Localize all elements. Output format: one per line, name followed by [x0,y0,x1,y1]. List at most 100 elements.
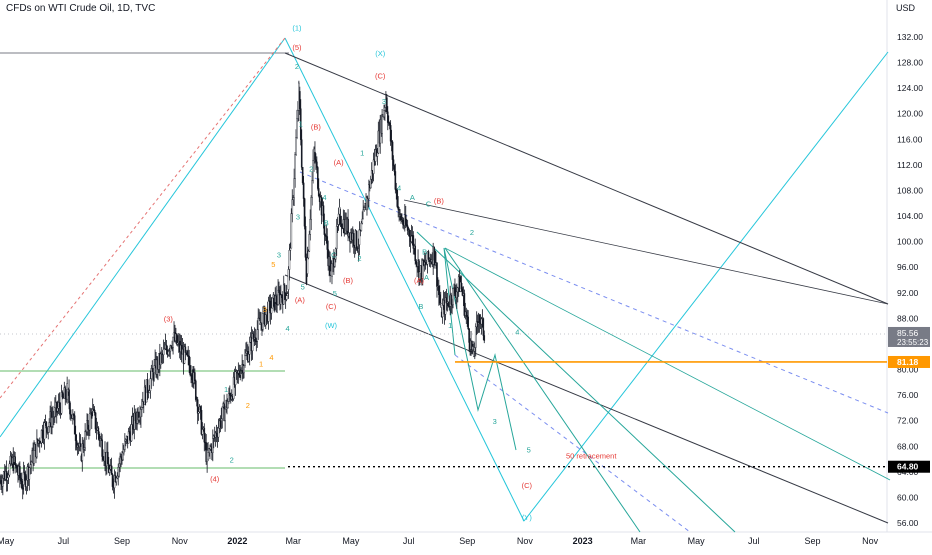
candle-body [361,218,364,224]
candle-body [116,475,119,479]
candle-body [290,213,293,249]
candle-body [460,282,463,290]
candle-body [7,474,10,478]
y-tick-label: 76.00 [897,390,919,400]
candle-body [201,429,204,435]
candle-body [270,307,273,314]
symbol-title: CFDs on WTI Crude Oil, 1D, TVC [6,3,156,14]
candle-body [291,199,294,214]
candle-body [410,236,413,242]
candle-body [386,97,388,113]
candle-body [93,409,96,413]
candle-body [58,402,61,408]
candle-body [102,456,104,460]
wave-label: 4 [322,193,326,202]
wave-label: 5 [271,260,275,269]
candle-body [238,370,241,376]
candle-body [299,91,301,109]
candle-body [302,182,305,199]
candle-body [267,300,270,322]
candle-body [245,352,247,356]
candle-body [73,415,76,435]
candle-body [299,108,302,140]
candle-body [254,337,257,342]
candle-body [251,333,254,352]
candle-body [408,230,411,237]
candle-body [196,399,199,414]
candle-body [473,347,476,352]
candle-body [414,245,417,261]
y-tick-label: 60.00 [897,492,919,502]
candle-body [337,213,340,225]
green-channel-lower [444,247,641,533]
wave-label: 1 [259,359,263,368]
candle-body [45,421,48,429]
x-tick-label: 2022 [227,536,247,546]
candle-body [215,432,218,437]
last-price-value: 85.56 [897,328,919,338]
wave-label: (A) [334,158,345,167]
candle-body [310,197,312,220]
candle-body [186,351,189,356]
candle-body [450,294,452,305]
wave-label: A [424,273,429,282]
candle-body [69,402,71,415]
wave-label: C [426,199,432,208]
candle-body [438,286,440,295]
candle-body [150,368,153,379]
candle-body [130,424,133,442]
x-tick-label: Mar [285,536,301,546]
wave-label: C [331,251,337,260]
candle-body [141,407,143,410]
x-tick-label: May [342,536,360,546]
black-mid-line [403,199,889,305]
candle-body [281,294,283,299]
candle-body [275,295,277,304]
candle-body [30,461,33,466]
candle-body [23,472,26,475]
candle-body [400,214,402,221]
candle-body [271,297,274,309]
candle-body [110,465,113,475]
candle-body [288,250,291,270]
candle-body [172,337,174,348]
price-axis: 56.0060.0064.0068.0072.0076.0080.0084.00… [888,32,930,528]
candle-body [159,353,162,365]
candle-body [326,236,329,250]
candle-body [153,365,155,373]
trend-lines-layer: 50 retracement [0,37,891,533]
wave-label: 1 [360,148,364,157]
candle-body [339,215,342,225]
candle-body [468,328,470,343]
candle-body [0,480,2,485]
candle-body [140,409,142,418]
candle-body [467,316,469,330]
candle-body [243,365,245,374]
candle-body [14,456,16,465]
candle-body [334,259,336,267]
cyan-channel-rise [523,51,889,522]
candle-body [474,326,477,348]
wave-label: (A) [414,276,425,285]
wave-label: 4 [269,353,273,362]
wave-label: B [324,219,329,228]
candle-body [257,317,260,330]
candle-body [108,468,111,473]
wave-label: (C) [326,302,337,311]
candle-body [48,422,50,427]
candle-body [465,311,468,316]
wave-label: (X) [375,49,386,58]
candle-body [184,346,187,353]
candle-body [21,487,24,490]
x-tick-label: Sep [459,536,475,546]
candle-body [29,464,32,468]
candle-body [107,451,109,465]
candle-body [338,206,341,215]
candle-body [398,209,400,211]
candle-body [247,354,250,362]
candle-body [232,376,235,399]
candle-body [314,151,316,160]
candle-body [294,154,296,180]
